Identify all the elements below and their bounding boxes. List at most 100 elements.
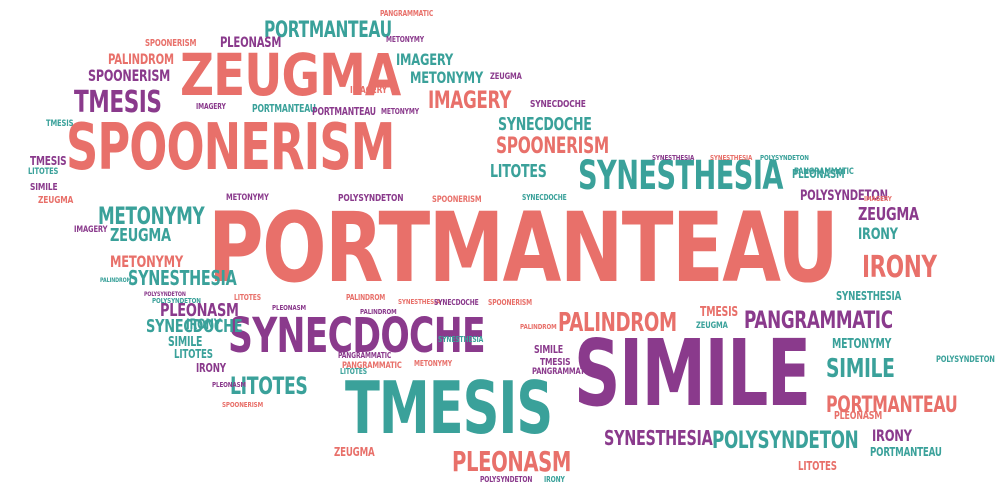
word: TMESIS	[540, 357, 571, 368]
word: PORTMANTEAU	[264, 18, 392, 43]
word: IMAGERY	[396, 50, 453, 69]
word: METONYMY	[226, 193, 269, 203]
word: ZEUGMA	[334, 445, 375, 459]
word: ZEUGMA	[858, 204, 919, 225]
word: SIMILE	[30, 182, 58, 193]
word: METONYMY	[381, 107, 419, 116]
word: PALINDROM	[108, 52, 174, 68]
word: SPOONERISM	[496, 134, 609, 159]
word: TMESIS	[46, 119, 74, 129]
word: TMESIS	[30, 154, 67, 168]
word: ZEUGMA	[696, 321, 728, 331]
word: PALINDROM	[558, 308, 677, 338]
word: PLEONASM	[160, 300, 239, 321]
word: PORTMANTEAU	[252, 102, 316, 115]
word: PLEONASM	[272, 304, 306, 312]
word: SYNESTHESIA	[604, 426, 713, 450]
word: SPOONERISM	[488, 298, 532, 307]
word: PLEONASM	[452, 445, 571, 478]
word: POLYSYNDETON	[338, 193, 404, 204]
word: PALINDROM	[100, 277, 132, 284]
word: SPOONERISM	[66, 111, 395, 185]
word: SIMILE	[826, 354, 895, 384]
word: SYNECDOCHE	[228, 308, 486, 364]
word: ZEUGMA	[180, 41, 401, 109]
word: SYNESTHESIA	[836, 289, 902, 303]
word: METONYMY	[410, 68, 483, 87]
word: PANGRAMMATIC	[338, 351, 392, 360]
word: IRONY	[186, 317, 221, 333]
word: SYNESTHESIA	[438, 335, 484, 344]
word: PORTMANTEAU	[826, 393, 958, 418]
word: POLYSYNDETON	[480, 475, 533, 484]
word: POLYSYNDETON	[760, 154, 809, 162]
word: IRONY	[872, 426, 912, 445]
word: TMESIS	[74, 85, 162, 120]
word: SYNECDOCHE	[434, 298, 479, 307]
word: PORTMANTEAU	[312, 105, 376, 118]
word: LITOTES	[230, 372, 308, 400]
word: SYNECDOCHE	[146, 316, 243, 337]
word: ZEUGMA	[110, 225, 171, 246]
word: IMAGERY	[864, 195, 892, 203]
word: IMAGERY	[74, 225, 108, 235]
word: PALINDROM	[520, 323, 557, 331]
word: PALINDROM	[346, 293, 386, 302]
word: PLEONASM	[792, 167, 845, 181]
word: SYNESTHESIA	[652, 154, 695, 162]
word: SYNECDOCHE	[522, 193, 567, 202]
word: PLEONASM	[212, 381, 246, 389]
word: SPOONERISM	[432, 195, 482, 205]
word: POLYSYNDETON	[800, 188, 888, 204]
word: SYNESTHESIA	[398, 298, 441, 306]
word: POLYSYNDETON	[152, 297, 201, 305]
word: SYNECDOCHE	[530, 99, 586, 110]
word: PORTMANTEAU	[870, 445, 942, 459]
word: SIMILE	[168, 335, 203, 350]
word: POLYSYNDETON	[144, 291, 186, 298]
word: LITOTES	[28, 167, 59, 177]
word: PANGRAMMATIC	[380, 9, 434, 18]
word: LITOTES	[490, 161, 547, 182]
word: PALINDROM	[360, 308, 397, 316]
word: PLEONASM	[834, 409, 883, 422]
word: ZEUGMA	[38, 195, 74, 206]
word: SIMILE	[534, 343, 563, 356]
word: TMESIS	[345, 366, 553, 450]
word: PANGRAMMATIC	[744, 306, 893, 334]
word: SYNESTHESIA	[710, 154, 753, 162]
word: IMAGERY	[350, 85, 388, 96]
word: IRONY	[544, 475, 565, 484]
word: PANGRAMMATIC	[794, 167, 854, 177]
word: SPOONERISM	[145, 38, 197, 49]
word: IRONY	[858, 224, 898, 243]
word: POLYSYNDETON	[936, 355, 995, 365]
word: LITOTES	[174, 347, 213, 361]
word: LITOTES	[798, 459, 837, 473]
word: SYNESTHESIA	[128, 266, 237, 290]
word: METONYMY	[414, 359, 452, 368]
word: PANGRAMMATIC	[532, 367, 592, 377]
word: LITOTES	[340, 367, 367, 376]
word: SYNECDOCHE	[498, 114, 592, 135]
word: PANGRAMMATIC	[342, 361, 402, 371]
word: SPOONERISM	[88, 66, 171, 85]
word: ZEUGMA	[490, 72, 522, 82]
word: METONYMY	[98, 202, 205, 230]
word: IRONY	[196, 361, 226, 375]
word: SYNESTHESIA	[578, 153, 783, 199]
word: PLEONASM	[220, 35, 282, 51]
word: METONYMY	[386, 35, 424, 44]
word: TMESIS	[700, 305, 738, 320]
word: POLYSYNDETON	[712, 426, 859, 454]
word: SIMILE	[574, 320, 811, 427]
word: PORTMANTEAU	[208, 192, 839, 304]
word: IMAGERY	[428, 86, 512, 114]
word: LITOTES	[234, 293, 261, 302]
word: IRONY	[862, 250, 937, 285]
word: METONYMY	[832, 337, 892, 352]
word: IMAGERY	[196, 102, 226, 111]
word: SPOONERISM	[222, 401, 264, 409]
word: METONYMY	[110, 252, 183, 271]
